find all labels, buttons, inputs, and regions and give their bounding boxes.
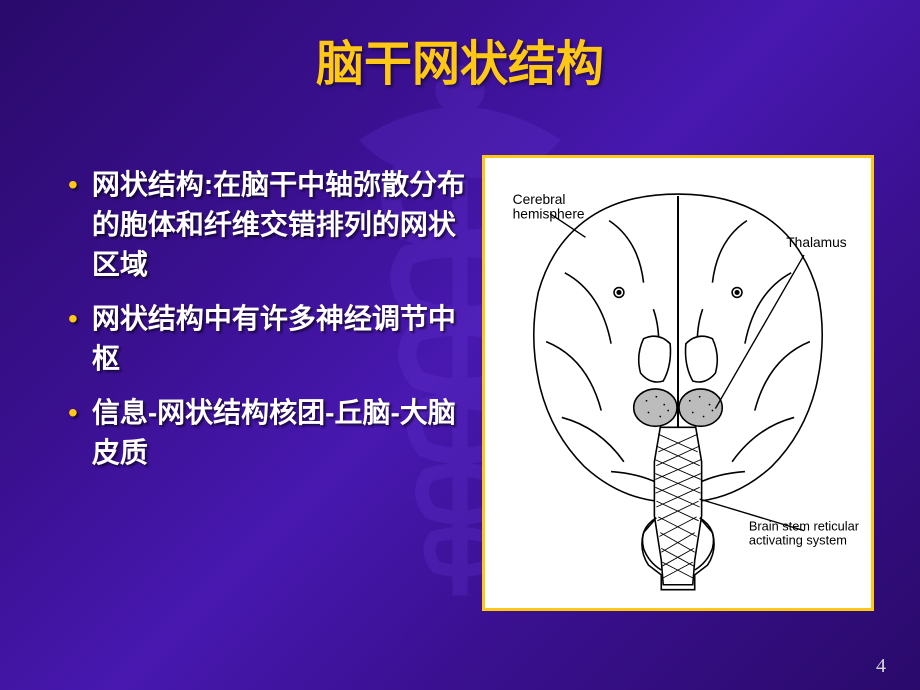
label-brainstem: Brain stem reticular activating system bbox=[749, 519, 863, 548]
bullet-text: 网状结构:在脑干中轴弥散分布的胞体和纤维交错排列的网状区域 bbox=[92, 165, 468, 285]
label-thalamus: Thalamus bbox=[786, 235, 847, 250]
list-item: • 网状结构中有许多神经调节中枢 bbox=[68, 299, 468, 379]
bullet-icon: • bbox=[68, 165, 78, 205]
label-cerebral: Cerebral hemisphere bbox=[513, 192, 585, 222]
page-number: 4 bbox=[876, 655, 886, 678]
bullet-icon: • bbox=[68, 299, 78, 339]
bullet-text: 信息-网状结构核团-丘脑-大脑皮质 bbox=[92, 393, 468, 473]
list-item: • 网状结构:在脑干中轴弥散分布的胞体和纤维交错排列的网状区域 bbox=[68, 165, 468, 285]
brain-diagram: Cerebral hemisphere Thalamus Brain stem … bbox=[482, 155, 874, 611]
list-item: • 信息-网状结构核团-丘脑-大脑皮质 bbox=[68, 393, 468, 473]
slide-title: 脑干网状结构 bbox=[0, 24, 920, 94]
bullet-text: 网状结构中有许多神经调节中枢 bbox=[92, 299, 468, 379]
bullet-icon: • bbox=[68, 393, 78, 433]
bullet-list: • 网状结构:在脑干中轴弥散分布的胞体和纤维交错排列的网状区域 • 网状结构中有… bbox=[68, 165, 468, 487]
